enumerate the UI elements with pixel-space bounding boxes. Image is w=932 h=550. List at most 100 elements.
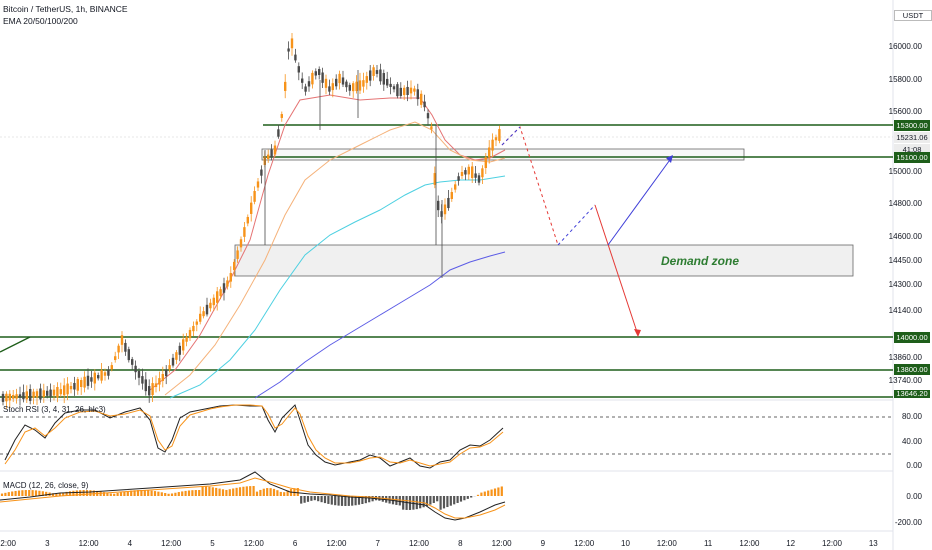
stoch-rsi-label: Stoch RSI (3, 4, 31, 26, hlc3) — [3, 405, 106, 414]
candle-body — [114, 356, 117, 361]
macd-histogram-bar — [490, 489, 493, 496]
candle-body — [488, 147, 491, 158]
candle-body — [90, 377, 93, 382]
macd-histogram-bar — [398, 496, 401, 506]
candle-body — [338, 73, 341, 84]
macd-histogram-bar — [480, 492, 483, 496]
macd-histogram-bar — [157, 491, 160, 496]
candle-body — [403, 87, 406, 96]
time-tick: 13 — [868, 539, 878, 548]
macd-histogram-bar — [72, 490, 75, 496]
candle-body — [454, 184, 457, 190]
macd-histogram-bar — [300, 496, 303, 504]
macd-histogram-bar — [143, 490, 146, 496]
time-tick: 10 — [621, 539, 630, 548]
macd-histogram-bar — [89, 490, 92, 496]
candle-body — [56, 386, 59, 398]
macd-histogram-bar — [476, 494, 480, 496]
candle-body — [409, 87, 413, 94]
candle-body — [59, 389, 62, 395]
time-tick: 4 — [127, 539, 133, 548]
macd-histogram-bar — [4, 492, 7, 496]
macd-histogram-bar — [500, 486, 503, 496]
demand-zone-box[interactable] — [234, 244, 854, 277]
macd-histogram-bar — [150, 490, 153, 496]
macd-histogram-bar — [41, 491, 44, 496]
candle-body — [154, 383, 158, 388]
candle-body — [66, 383, 69, 395]
candle-body — [168, 365, 171, 370]
time-tick: 7 — [375, 539, 380, 548]
candle-body — [443, 204, 447, 215]
candle-body — [318, 69, 321, 75]
candle-body — [127, 349, 130, 361]
time-tick: 12:00 — [491, 539, 512, 548]
candle-body — [498, 129, 501, 141]
candle-body — [117, 345, 120, 353]
macd-histogram-bar — [147, 490, 150, 496]
candle-body — [229, 273, 232, 282]
macd-histogram-bar — [368, 496, 371, 503]
macd-histogram-bar — [497, 487, 500, 496]
macd-histogram-bar — [55, 493, 58, 496]
stoch-tick: 40.00 — [901, 437, 922, 446]
time-tick: 6 — [292, 539, 298, 548]
candle-body — [93, 372, 96, 384]
candle-body — [328, 86, 331, 92]
candle-body — [484, 157, 487, 169]
candle-body — [355, 81, 358, 92]
currency-label[interactable]: USDT — [894, 10, 932, 21]
candle-body — [324, 78, 328, 88]
macd-histogram-bar — [262, 488, 265, 496]
candle-body — [416, 89, 419, 100]
macd-histogram-bar — [242, 486, 245, 496]
macd-histogram-bar — [38, 490, 41, 496]
candle-body — [382, 73, 385, 85]
macd-histogram-bar — [208, 486, 211, 496]
macd-histogram-bar — [340, 496, 344, 506]
macd-histogram-bar — [51, 493, 55, 496]
time-tick: 9 — [540, 539, 546, 548]
candle-body — [389, 83, 392, 87]
candle-body — [481, 168, 484, 178]
macd-histogram-bar — [106, 492, 109, 496]
macd-histogram-bar — [232, 488, 235, 496]
macd-histogram-bar — [160, 492, 163, 496]
macd-histogram-bar — [323, 496, 327, 504]
candle-body — [406, 86, 409, 96]
macd-histogram-bar — [34, 490, 38, 496]
time-tick: 12:00 — [821, 539, 843, 548]
macd-histogram-bar — [116, 493, 119, 496]
candle-body — [239, 239, 243, 248]
candle-body — [148, 386, 151, 396]
macd-line — [0, 471, 506, 521]
candle-body — [86, 375, 90, 386]
candle-body — [243, 227, 246, 237]
level-tag-13800: 13800.00 — [894, 364, 930, 375]
level-tag-13646: 13646.20 — [894, 390, 930, 398]
macd-histogram-bar — [279, 491, 282, 496]
macd-histogram-bar — [337, 496, 340, 506]
macd-histogram-bar — [85, 490, 89, 496]
candle-body — [212, 297, 215, 306]
macd-histogram-bar — [58, 493, 61, 496]
candle-body — [80, 380, 83, 388]
macd-histogram-bar — [272, 488, 276, 496]
macd-histogram-bar — [174, 492, 177, 496]
candle-body — [205, 304, 209, 315]
macd-histogram-bar — [313, 496, 316, 501]
candle-body — [69, 385, 73, 390]
candle-body — [273, 145, 277, 155]
projection-path[interactable] — [501, 126, 673, 337]
candle-body — [134, 365, 137, 373]
supply-zone-box[interactable] — [261, 148, 745, 161]
price-tick: 13740.00 — [888, 376, 922, 385]
macd-histogram-bar — [218, 488, 221, 496]
macd-histogram-bar — [415, 496, 418, 510]
macd-histogram-bar — [65, 491, 68, 496]
price-tick: 15800.00 — [888, 75, 922, 84]
candle-body — [280, 114, 283, 118]
candle-body — [52, 389, 56, 396]
macd-histogram-bar — [211, 487, 214, 496]
